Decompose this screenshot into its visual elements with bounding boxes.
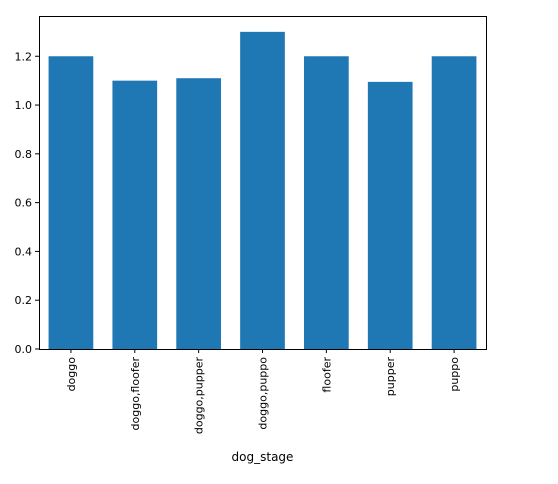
bar-doggo — [48, 56, 94, 349]
y-tick-label: 1.2 — [15, 50, 33, 63]
x-axis-title: dog_stage — [232, 450, 294, 464]
x-tick-label: doggo,pupper — [193, 357, 206, 435]
bar-puppo — [431, 56, 477, 349]
bars-group — [48, 31, 477, 350]
x-tick-label: doggo — [65, 357, 78, 392]
y-axis: 0.0 0.2 0.4 0.6 0.8 1.0 1.2 — [15, 50, 39, 356]
bar-doggo-puppo — [240, 31, 285, 349]
bar-doggo-floofer — [112, 80, 158, 350]
y-tick-label: 0.6 — [15, 197, 33, 210]
x-tick-label: doggo,floofer — [129, 357, 142, 431]
y-tick-label: 0.8 — [15, 148, 33, 161]
x-tick-label: pupper — [384, 357, 397, 397]
x-axis: doggo doggo,floofer doggo,pupper doggo,pupp… — [65, 349, 461, 434]
y-tick-label: 1.0 — [15, 99, 33, 112]
x-tick-label: floofer — [320, 357, 333, 393]
y-tick-label: 0.0 — [15, 343, 33, 356]
y-tick-label: 0.2 — [15, 294, 33, 307]
x-tick-label: doggo,puppo — [257, 357, 270, 430]
y-tick-label: 0.4 — [15, 245, 33, 258]
bar-floofer — [304, 56, 349, 349]
bar-pupper — [367, 81, 413, 349]
bar-doggo-pupper — [176, 78, 221, 349]
x-tick-label: puppo — [448, 357, 461, 392]
